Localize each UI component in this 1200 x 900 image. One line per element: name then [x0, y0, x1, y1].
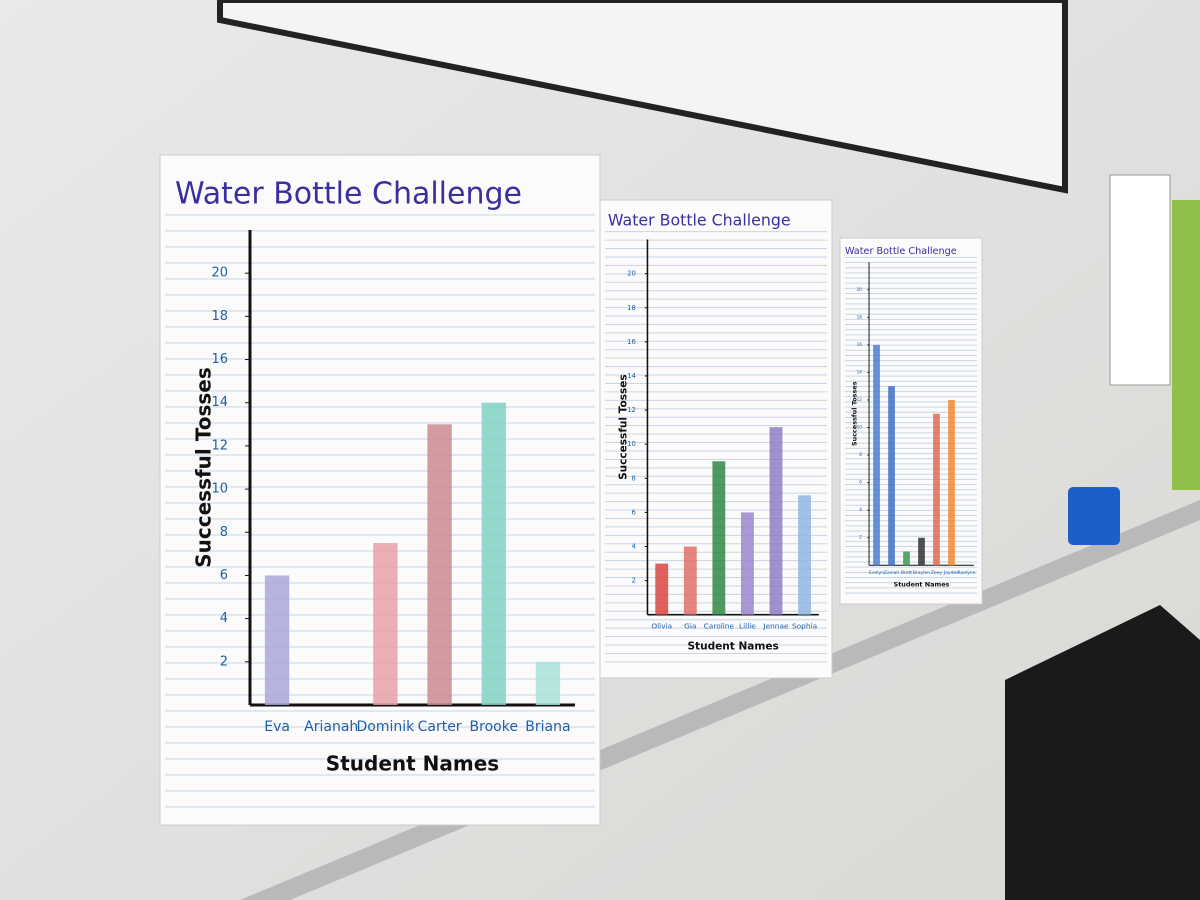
x-tick-label: Jayden	[943, 570, 959, 576]
y-tick-label: 4	[859, 507, 862, 512]
bulletin-board	[1172, 200, 1200, 490]
x-tick-label: Eva	[264, 719, 290, 735]
y-tick-label: 20	[627, 270, 636, 278]
x-axis-label: Student Names	[894, 581, 950, 589]
bar	[903, 551, 910, 566]
y-tick-label: 4	[220, 611, 228, 626]
y-tick-label: 8	[859, 452, 862, 457]
y-tick-label: 2	[631, 577, 635, 585]
bar	[683, 546, 697, 615]
bar	[873, 344, 880, 566]
y-tick-label: 6	[220, 568, 228, 583]
x-tick-label: Jennae	[762, 621, 789, 630]
x-tick-label: Evelyn	[869, 570, 884, 576]
chart-title: Water Bottle Challenge	[845, 246, 957, 257]
book-rack	[1005, 605, 1200, 900]
x-tick-label: Brooke	[470, 719, 518, 735]
x-tick-label: Braylen	[913, 570, 930, 576]
y-tick-label: 18	[627, 304, 636, 312]
x-tick-label: Carter	[418, 719, 462, 735]
y-tick-label: 10	[857, 425, 863, 430]
y-tick-label: 20	[857, 287, 863, 292]
chart: Water Bottle Challenge 2 4 6 8 10 12 14 16 18 20 Su…	[159, 154, 601, 826]
x-tick-label: Zoey	[931, 570, 943, 576]
bar	[933, 413, 940, 566]
y-tick-label: 16	[627, 338, 636, 346]
y-tick-label: 18	[857, 314, 863, 319]
bar	[264, 575, 290, 705]
bar	[740, 512, 754, 615]
chart-title: Water Bottle Challenge	[608, 211, 791, 230]
y-tick-label: 16	[857, 342, 863, 347]
chart: Water Bottle Challenge 2 4 6 8 10 12 14 16 18 20 Su…	[599, 199, 833, 679]
x-axis-label: Student Names	[326, 752, 499, 776]
x-tick-label: Arianah	[304, 719, 358, 735]
timer	[1068, 487, 1120, 545]
y-tick-label: 14	[857, 369, 863, 374]
x-tick-label: Sophia	[792, 621, 817, 630]
bar	[655, 563, 669, 615]
poster	[839, 237, 983, 605]
bar	[948, 399, 955, 566]
y-axis-label: Successful Tosses	[851, 381, 859, 446]
y-tick-label: 4	[631, 543, 635, 551]
bar	[535, 661, 561, 705]
x-tick-label: Zaniah	[884, 570, 900, 576]
x-tick-label: Olivia	[651, 621, 672, 630]
charts: Water Bottle Challenge 2 4 6 8 10 12 14 16 18 20 Su…	[159, 154, 983, 826]
y-tick-label: 10	[627, 440, 636, 448]
y-tick-label: 8	[631, 474, 635, 482]
x-tick-label: Gia	[684, 621, 696, 630]
x-tick-label: Brett	[901, 570, 912, 576]
y-tick-label: 12	[857, 397, 863, 402]
y-axis-label: Successful Tosses	[192, 367, 216, 568]
chart-title: Water Bottle Challenge	[175, 177, 522, 212]
chart: Water Bottle Challenge 2 4 6 8 10 12 14 16 18 20 Su…	[839, 237, 983, 605]
y-tick-label: 20	[211, 266, 228, 281]
y-tick-label: 2	[859, 535, 862, 540]
bar	[481, 402, 506, 705]
y-tick-label: 6	[631, 508, 635, 516]
bar	[373, 543, 398, 705]
y-tick-label: 2	[220, 654, 228, 669]
y-tick-label: 14	[211, 395, 228, 410]
schedule-board	[1109, 174, 1171, 386]
y-tick-label: 12	[211, 438, 228, 453]
x-tick-label: Raelynn	[957, 570, 975, 576]
x-tick-label: Briana	[525, 719, 570, 735]
bar	[798, 495, 811, 615]
y-tick-label: 8	[220, 525, 228, 540]
x-axis-label: Student Names	[687, 640, 778, 652]
bar	[918, 537, 925, 566]
bar	[769, 427, 783, 615]
y-tick-label: 14	[627, 372, 636, 380]
x-tick-label: Dominik	[357, 719, 416, 735]
y-tick-label: 12	[627, 406, 636, 414]
x-tick-label: Caroline	[704, 621, 735, 630]
bar	[712, 461, 726, 615]
y-tick-label: 18	[211, 309, 228, 324]
y-axis-label: Successful Tosses	[618, 374, 630, 480]
y-tick-label: 16	[211, 352, 228, 367]
projector-screen	[217, 0, 1068, 194]
x-tick-label: Lillie	[739, 621, 756, 630]
bar	[427, 424, 452, 705]
bar	[888, 386, 895, 566]
y-tick-label: 10	[211, 482, 228, 497]
y-tick-label: 6	[859, 480, 862, 485]
